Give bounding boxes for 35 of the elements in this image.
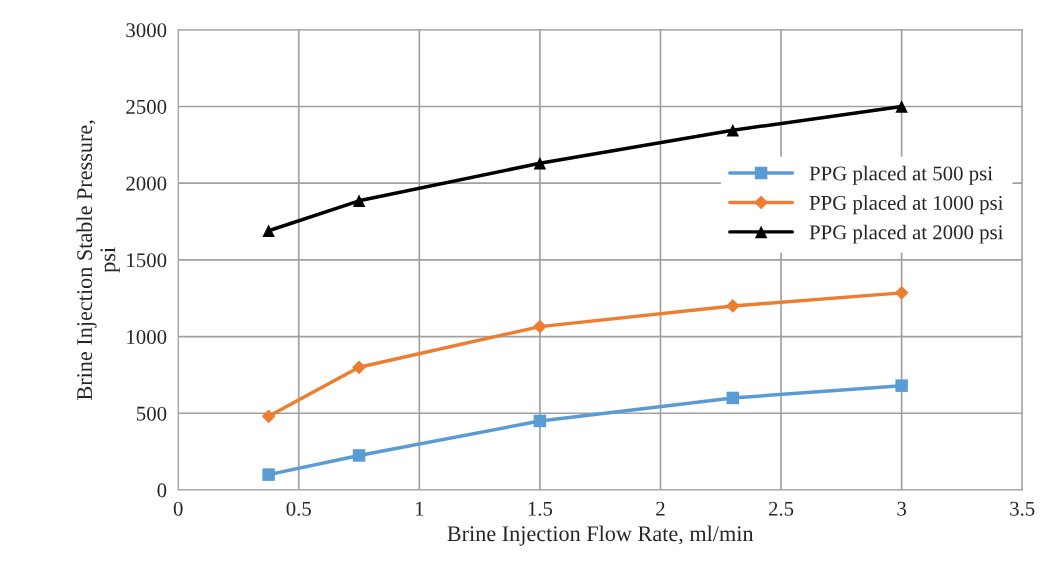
y-tick-label: 3000 [126,23,167,38]
point [895,100,908,113]
x-tick-label: 0.5 [286,501,311,516]
point [352,194,366,208]
y-axis-title: Brine Injection Stable Pressure, psi [76,120,120,400]
x-tick-label: 0 [173,501,183,516]
y-tick-label: 0 [157,483,167,498]
x-axis-title: Brine Injection Flow Rate, ml/min [447,525,754,546]
point [895,379,908,392]
point [533,319,547,334]
y-tick-label: 1500 [127,253,167,268]
x-tick-label: 2 [656,501,665,516]
point [726,391,740,405]
point [261,409,276,424]
point [533,414,547,428]
point [533,156,547,170]
point [262,468,275,481]
x-tick-label: 1 [415,501,424,516]
x-tick-label: 2.5 [768,501,794,516]
legend-label: PPG placed at 1000 psi [809,195,1004,215]
y-tick-label: 1000 [127,329,167,345]
legend-label: PPG placed at 500 psi [809,165,993,185]
y-tick-label: 2500 [126,99,167,114]
y-tick-label: 500 [137,406,167,421]
x-tick-label: 1.5 [528,501,553,516]
point [352,360,366,375]
point [725,299,740,313]
point [352,449,366,462]
x-tick-label: 3 [897,501,907,516]
y-tick-label: 2000 [126,176,167,191]
point [726,124,740,137]
point [262,224,275,237]
x-tick-label: 3.5 [1010,501,1035,516]
legend-label: PPG placed at 2000 psi [809,224,1004,244]
point [894,285,909,300]
